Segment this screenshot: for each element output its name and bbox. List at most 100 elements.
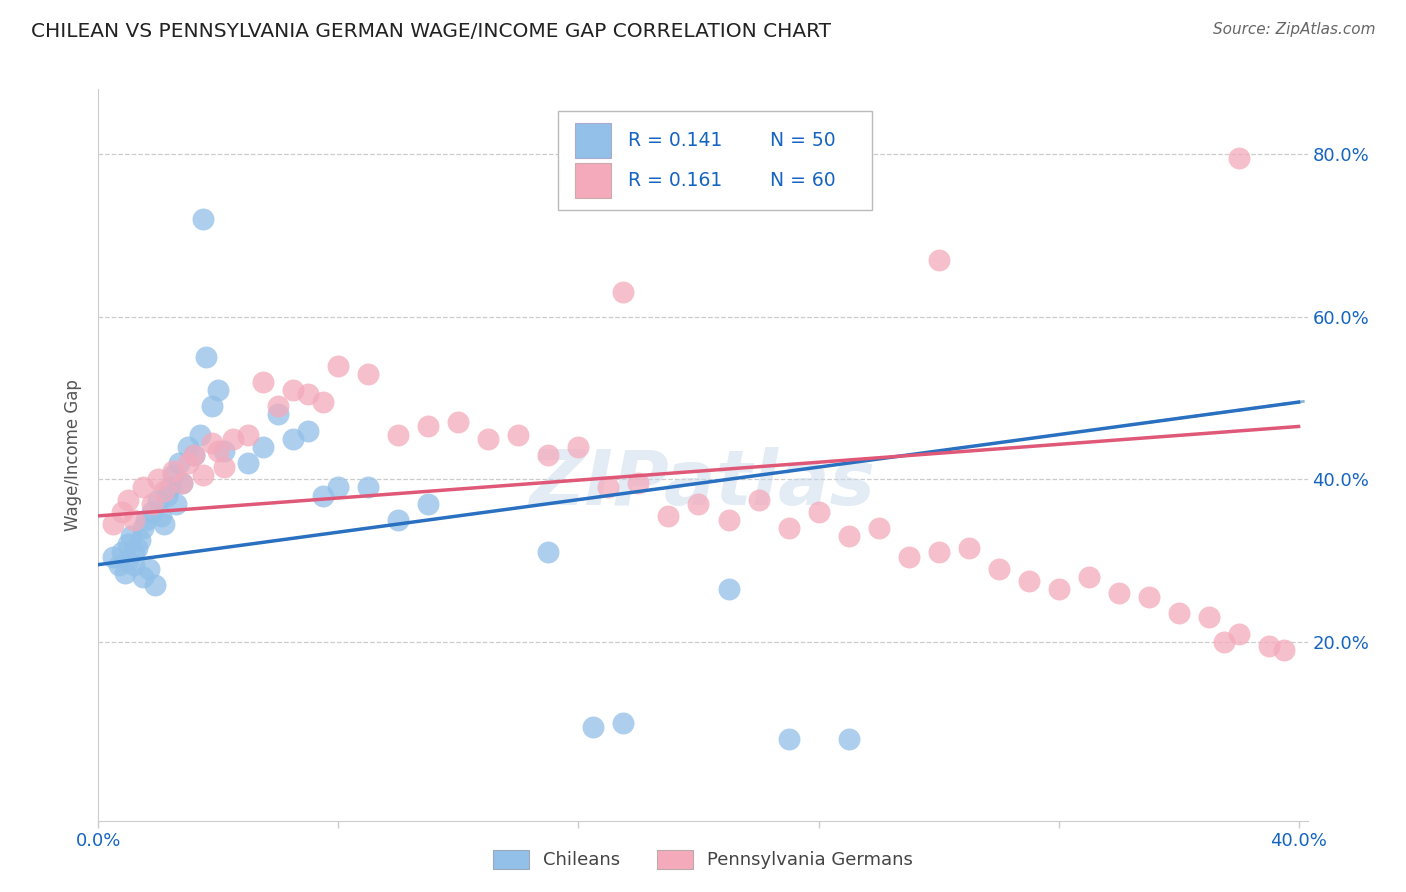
Point: [108, 558, 131, 572]
Point: [117, 537, 139, 551]
Point: [207, 383, 229, 397]
FancyBboxPatch shape: [575, 123, 612, 158]
FancyBboxPatch shape: [575, 163, 612, 198]
Point: [357, 480, 380, 494]
Point: [537, 448, 560, 462]
Point: [418, 419, 440, 434]
Point: [183, 448, 205, 462]
Point: [717, 582, 740, 596]
Point: [132, 480, 155, 494]
Point: [193, 212, 215, 227]
Point: [103, 516, 125, 531]
Point: [957, 541, 980, 556]
Text: R = 0.141: R = 0.141: [628, 131, 723, 150]
Point: [778, 521, 800, 535]
Point: [117, 492, 139, 507]
Point: [127, 541, 149, 556]
Point: [114, 566, 136, 580]
Point: [987, 562, 1010, 576]
Point: [238, 427, 260, 442]
Point: [201, 435, 224, 450]
Point: [111, 545, 134, 559]
Point: [283, 432, 305, 446]
Point: [1257, 639, 1279, 653]
Point: [183, 448, 205, 462]
Point: [141, 497, 163, 511]
Point: [252, 440, 274, 454]
Point: [598, 480, 620, 494]
Point: [172, 476, 194, 491]
Point: [328, 359, 350, 373]
Point: [1137, 590, 1160, 604]
Point: [657, 508, 679, 523]
Point: [477, 432, 499, 446]
Point: [837, 732, 859, 747]
Point: [190, 427, 212, 442]
Point: [169, 456, 191, 470]
Point: [1227, 151, 1250, 165]
Point: [447, 416, 470, 430]
Point: [508, 427, 530, 442]
Point: [1047, 582, 1070, 596]
Point: [222, 432, 245, 446]
Point: [1077, 570, 1099, 584]
Point: [1227, 626, 1250, 640]
Point: [195, 351, 218, 365]
Point: [135, 513, 157, 527]
Point: [387, 513, 409, 527]
Point: [111, 505, 134, 519]
Point: [252, 375, 274, 389]
Point: [132, 521, 155, 535]
Point: [582, 720, 605, 734]
Point: [537, 545, 560, 559]
Legend: Chileans, Pennsylvania Germans: Chileans, Pennsylvania Germans: [484, 841, 922, 879]
Point: [627, 476, 650, 491]
Point: [357, 367, 380, 381]
Point: [165, 497, 187, 511]
Text: N = 50: N = 50: [769, 131, 835, 150]
Point: [297, 387, 319, 401]
Point: [153, 516, 176, 531]
Point: [747, 492, 769, 507]
Point: [387, 427, 409, 442]
Point: [1272, 643, 1295, 657]
Point: [193, 468, 215, 483]
Point: [717, 513, 740, 527]
Point: [1108, 586, 1130, 600]
Point: [328, 480, 350, 494]
Point: [145, 578, 167, 592]
Point: [124, 558, 146, 572]
Point: [159, 480, 181, 494]
Point: [567, 440, 589, 454]
Point: [837, 529, 859, 543]
Point: [297, 424, 319, 438]
Point: [312, 395, 335, 409]
Y-axis label: Wage/Income Gap: Wage/Income Gap: [65, 379, 83, 531]
Point: [1212, 635, 1234, 649]
Point: [117, 553, 139, 567]
Point: [312, 489, 335, 503]
Point: [156, 489, 179, 503]
Point: [150, 508, 173, 523]
Point: [148, 492, 170, 507]
Point: [148, 472, 170, 486]
Point: [612, 285, 634, 300]
Point: [124, 513, 146, 527]
Point: [132, 570, 155, 584]
Point: [928, 545, 950, 559]
Point: [162, 468, 184, 483]
Point: [141, 505, 163, 519]
Point: [124, 545, 146, 559]
Point: [214, 443, 236, 458]
Point: [1167, 607, 1189, 621]
Point: [214, 460, 236, 475]
Text: N = 60: N = 60: [769, 171, 835, 190]
Point: [207, 443, 229, 458]
Point: [162, 464, 184, 478]
FancyBboxPatch shape: [558, 112, 872, 210]
Text: R = 0.161: R = 0.161: [628, 171, 723, 190]
Point: [138, 562, 160, 576]
Point: [778, 732, 800, 747]
Point: [267, 407, 290, 421]
Text: CHILEAN VS PENNSYLVANIA GERMAN WAGE/INCOME GAP CORRELATION CHART: CHILEAN VS PENNSYLVANIA GERMAN WAGE/INCO…: [31, 22, 831, 41]
